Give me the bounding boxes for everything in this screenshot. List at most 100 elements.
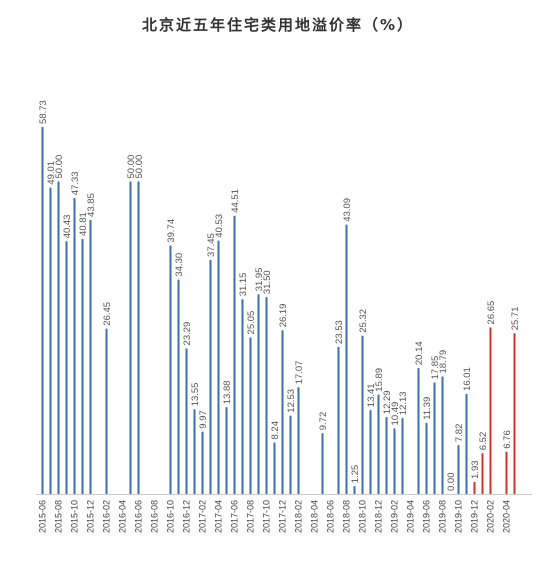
x-tick-label-2019-02: 2019-02	[390, 500, 400, 533]
x-tick-label-2017-02: 2017-02	[198, 500, 208, 533]
data-label-2020-02: 26.65	[486, 301, 497, 325]
bar-2017-10	[265, 297, 268, 495]
bar-2018-01	[289, 415, 292, 494]
x-tick-label-2018-06: 2018-06	[326, 500, 336, 533]
x-tick-label-2015-12: 2015-12	[86, 500, 96, 533]
data-label-2020-05: 25.71	[510, 307, 521, 331]
bar-2018-10	[361, 335, 364, 494]
data-label-2019-05: 20.14	[414, 341, 425, 365]
data-label-2019-06: 11.39	[422, 397, 433, 420]
x-tick-label-2017-04: 2017-04	[214, 500, 224, 533]
x-tick-label-2018-02: 2018-02	[294, 500, 304, 533]
data-label-2017-04: 40.53	[214, 214, 225, 238]
data-label-2019-09: 0.00	[446, 473, 457, 492]
data-label-2016-12: 23.29	[182, 322, 193, 346]
data-label-2018-10: 25.32	[358, 309, 369, 333]
bar-2017-11	[273, 442, 276, 494]
bar-2015-11	[81, 238, 84, 494]
x-tick-label-2016-12: 2016-12	[182, 500, 192, 533]
data-label-2017-09: 31.95	[254, 268, 265, 292]
x-tick-label-2018-10: 2018-10	[358, 500, 368, 533]
x-tick-label-2019-10: 2019-10	[454, 500, 464, 533]
bar-2017-03	[209, 259, 212, 494]
data-label-2018-01: 12.53	[286, 389, 297, 413]
x-tick-label-2018-08: 2018-08	[342, 500, 352, 533]
data-label-2015-11: 40.81	[78, 212, 89, 236]
data-label-2018-11: 13.41	[366, 383, 377, 407]
x-tick-label-2017-12: 2017-12	[278, 500, 288, 533]
x-tick-label-2015-08: 2015-08	[54, 500, 64, 533]
data-label-2017-12: 26.19	[278, 304, 289, 328]
bar-2017-06	[233, 215, 236, 494]
data-label-2015-10: 47.33	[70, 171, 81, 195]
bar-2019-06	[425, 422, 428, 494]
bar-2020-05	[513, 333, 516, 494]
x-tick-label-2015-06: 2015-06	[38, 500, 48, 533]
data-label-2018-12: 15.89	[374, 368, 385, 392]
bar-2017-08	[249, 337, 252, 494]
x-tick-label-2015-10: 2015-10	[70, 500, 80, 533]
bar-2019-01	[385, 417, 388, 494]
bar-2016-06	[137, 181, 140, 494]
data-label-2017-06: 44.51	[230, 189, 241, 213]
bar-2019-05	[417, 368, 420, 495]
x-tick-label-2019-06: 2019-06	[422, 500, 432, 533]
x-tick-label-2018-12: 2018-12	[374, 500, 384, 533]
data-label-2017-07: 31.15	[238, 273, 249, 297]
bar-2017-07	[241, 299, 244, 494]
data-label-2020-01: 6.52	[478, 432, 489, 451]
data-label-2019-08: 18.79	[438, 350, 449, 374]
bar-2019-07	[433, 382, 436, 494]
data-label-2017-08: 25.05	[246, 311, 257, 335]
x-tick-label-2019-12: 2019-12	[470, 500, 480, 533]
data-label-2017-02: 9.97	[198, 410, 209, 429]
x-tick-label-2016-06: 2016-06	[134, 500, 144, 533]
data-label-2019-03: 12.13	[398, 391, 409, 415]
bar-2019-08	[441, 376, 444, 494]
data-label-2018-02: 17.07	[294, 361, 305, 385]
data-label-2018-09: 1.25	[350, 465, 361, 484]
bar-2018-11	[369, 410, 372, 494]
x-tick-label-2016-04: 2016-04	[118, 500, 128, 533]
data-label-2015-06: 58.73	[38, 100, 49, 124]
data-label-2019-11: 16.01	[462, 367, 473, 391]
x-tick-label-2017-08: 2017-08	[246, 500, 256, 533]
bar-2015-06	[41, 126, 44, 494]
bar-2019-10	[457, 445, 460, 495]
x-tick-label-2017-10: 2017-10	[262, 500, 272, 533]
bar-2016-10	[169, 245, 172, 495]
x-tick-label-2020-04: 2020-04	[502, 500, 512, 533]
bar-2015-12	[89, 219, 92, 494]
bar-2016-11	[177, 279, 180, 494]
bar-2020-01	[481, 453, 484, 494]
bar-2015-08	[57, 181, 60, 494]
data-label-2016-10: 39.74	[166, 219, 177, 243]
data-label-2018-08: 43.09	[342, 198, 353, 222]
bar-2017-05	[225, 407, 228, 494]
data-label-2015-12: 43.85	[86, 193, 97, 217]
x-tick-label-2019-08: 2019-08	[438, 500, 448, 533]
bar-2019-03	[401, 418, 404, 494]
bar-2018-07	[337, 346, 340, 494]
x-tick-label-2016-08: 2016-08	[150, 500, 160, 533]
bar-2020-04	[505, 451, 508, 494]
bar-2019-12	[473, 481, 476, 494]
bar-2017-04	[217, 240, 220, 494]
bar-2016-12	[185, 348, 188, 494]
data-label-2017-11: 8.24	[270, 421, 281, 440]
bar-2016-02	[105, 328, 108, 494]
bar-2016-05	[129, 181, 132, 494]
bar-2015-07	[49, 187, 52, 494]
bar-2015-09	[65, 241, 68, 494]
data-label-2019-02: 10.49	[390, 402, 401, 426]
data-label-2016-05: 50.00	[126, 155, 137, 179]
data-label-2017-10: 31.50	[262, 270, 273, 294]
data-label-2020-04: 6.76	[502, 430, 513, 449]
bar-2019-11	[465, 393, 468, 494]
data-label-2019-07: 17.85	[430, 356, 441, 380]
x-tick-label-2020-02: 2020-02	[486, 500, 496, 533]
bar-2019-02	[393, 428, 396, 494]
bar-2020-02	[489, 327, 492, 494]
data-label-2016-06: 50.00	[134, 155, 145, 179]
x-tick-label-2016-02: 2016-02	[102, 500, 112, 533]
